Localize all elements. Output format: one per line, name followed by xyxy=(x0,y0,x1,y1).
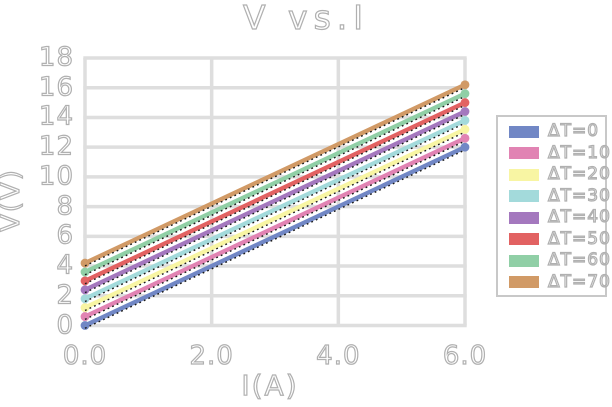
series-line-4 xyxy=(82,109,468,293)
y-tick-label: 0 xyxy=(56,309,74,340)
trendline-1 xyxy=(84,140,466,321)
series-line-1 xyxy=(82,136,468,319)
data-point xyxy=(80,267,90,277)
data-point xyxy=(460,80,470,90)
data-point xyxy=(460,124,470,134)
x-tick-label: 4.0 xyxy=(316,341,361,371)
series-line-0 xyxy=(82,144,468,328)
series-line-2 xyxy=(82,127,468,310)
data-point xyxy=(460,98,470,107)
x-tick-label: 0.0 xyxy=(62,341,108,371)
trendline-5 xyxy=(84,104,466,285)
legend-item: ΔT=40 xyxy=(498,207,610,229)
data-point xyxy=(80,285,90,295)
legend-label: ΔT=60 xyxy=(547,250,611,271)
legend-label: ΔT=70 xyxy=(547,271,611,292)
data-point xyxy=(80,303,90,313)
series-line-3 xyxy=(82,118,468,301)
data-point xyxy=(80,258,90,268)
legend-item: ΔT=30 xyxy=(498,186,610,208)
y-tick-label: 14 xyxy=(38,101,74,132)
data-point xyxy=(80,276,90,286)
legend-swatch xyxy=(509,211,539,224)
y-tick-label: 4 xyxy=(56,250,74,281)
y-tick-label: 12 xyxy=(38,131,74,162)
chart-title: V vs.I xyxy=(242,0,369,37)
x-tick-label: 6.0 xyxy=(442,341,488,371)
legend-swatch xyxy=(509,168,539,181)
y-tick-label: 8 xyxy=(56,191,74,222)
trendline-6 xyxy=(84,95,466,276)
series-line-6 xyxy=(82,91,468,275)
legend-label: ΔT=40 xyxy=(547,207,611,228)
legend-label: ΔT=20 xyxy=(547,164,611,185)
data-point xyxy=(80,294,90,304)
data-point xyxy=(460,142,470,152)
legend-swatch xyxy=(509,233,539,246)
y-tick-label: 10 xyxy=(38,161,74,192)
data-point xyxy=(460,133,470,143)
legend-swatch xyxy=(509,276,539,289)
data-point xyxy=(460,116,470,125)
legend: ΔT=0 ΔT=10 ΔT=20 ΔT=30 ΔT=40 ΔT=50 ΔT=60 ΔT=70 xyxy=(496,115,610,297)
legend-label: ΔT=30 xyxy=(547,185,611,206)
trendline-2 xyxy=(84,131,466,312)
legend-label: ΔT=50 xyxy=(547,228,611,249)
legend-swatch xyxy=(509,254,539,267)
legend-label: ΔT=0 xyxy=(547,121,600,142)
legend-label: ΔT=10 xyxy=(547,142,611,163)
y-tick-label: 18 xyxy=(38,42,74,73)
data-point xyxy=(460,89,470,99)
data-point xyxy=(80,312,90,321)
series-line-5 xyxy=(82,100,468,284)
legend-swatch xyxy=(509,125,539,138)
legend-item: ΔT=20 xyxy=(498,164,610,186)
legend-item: ΔT=50 xyxy=(498,229,610,251)
legend-item: ΔT=10 xyxy=(498,143,610,165)
legend-swatch xyxy=(509,190,539,203)
legend-item: ΔT=0 xyxy=(498,121,605,143)
x-tick-label: 2.0 xyxy=(189,341,234,371)
trendline-3 xyxy=(84,122,466,303)
legend-item: ΔT=70 xyxy=(498,272,610,294)
y-tick-label: 6 xyxy=(56,220,74,251)
data-point xyxy=(460,107,470,116)
y-tick-label: 16 xyxy=(38,72,74,103)
series-line-7 xyxy=(82,82,468,266)
legend-swatch xyxy=(509,147,539,160)
x-axis-label: I(A) xyxy=(241,369,299,402)
y-axis-label: V(V) xyxy=(0,167,27,232)
data-point xyxy=(80,321,90,330)
legend-item: ΔT=60 xyxy=(498,250,610,272)
y-tick-label: 2 xyxy=(56,280,74,311)
